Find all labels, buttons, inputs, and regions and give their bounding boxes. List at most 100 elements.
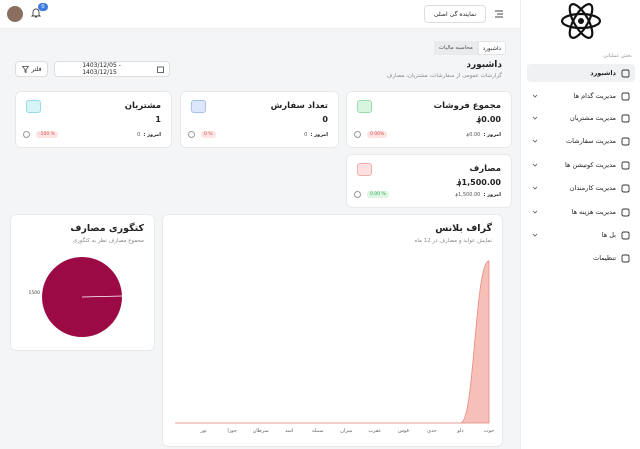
menu-item[interactable]: بل ها bbox=[527, 226, 635, 244]
stat-card: تعداد سفارش 0 0 % امروز :0 bbox=[180, 91, 339, 148]
stat-card: مصارف 1,500.00؋ 0.00 % امروز :1,500.00؋ bbox=[346, 154, 512, 208]
today: امروز :0.00؋ bbox=[466, 132, 501, 138]
card-title: مشتریان bbox=[124, 101, 161, 111]
menu-label: مدیریت هزینه ها bbox=[571, 208, 616, 216]
card-title: مصارف bbox=[469, 164, 501, 174]
chevron-shape bbox=[532, 139, 538, 143]
breadcrumb-item[interactable]: محاسبه مالیات bbox=[433, 41, 478, 55]
today: امروز :0 bbox=[137, 132, 161, 138]
menu-icon bbox=[621, 92, 630, 100]
menu-icon-shape bbox=[621, 137, 630, 145]
menu-item[interactable]: داشبورد bbox=[527, 64, 635, 82]
calendar-icon bbox=[157, 66, 164, 73]
card-badge: 0 % bbox=[201, 131, 216, 138]
card-title: تعداد سفارش bbox=[270, 101, 328, 111]
card-icon bbox=[26, 100, 41, 113]
menu-icon bbox=[621, 114, 630, 122]
menu-label: مدیریت مشتریان bbox=[570, 114, 616, 122]
info-icon bbox=[23, 131, 30, 138]
pie-card: کتگوری مصارف مجموع مصارف نظر به کتگوری bbox=[10, 214, 155, 351]
menu-icon-shape bbox=[621, 92, 630, 100]
menu-item[interactable]: مدیریت کارمندان bbox=[527, 179, 635, 197]
page-title: داشبورد bbox=[466, 60, 502, 70]
today-value: 1,500.00؋ bbox=[455, 192, 481, 198]
chevron bbox=[532, 139, 538, 143]
card-value: 1 bbox=[155, 115, 161, 124]
chevron bbox=[532, 116, 538, 120]
chart-title: گراف بلانس bbox=[435, 223, 492, 234]
section-label: بخش عملیاتی bbox=[603, 53, 632, 59]
info-icon bbox=[354, 191, 361, 198]
menu-icon bbox=[621, 69, 630, 77]
chart-title: کتگوری مصارف bbox=[70, 223, 144, 234]
menu-item[interactable]: مدیریت مشتریان bbox=[527, 109, 635, 127]
today: امروز :0 bbox=[304, 132, 328, 138]
chevron-shape bbox=[532, 210, 538, 214]
menu-icon-shape bbox=[621, 69, 630, 77]
chevron-shape bbox=[532, 233, 538, 237]
today-value: 0.00؋ bbox=[466, 132, 481, 138]
card-value: 1,500.00؋ bbox=[456, 178, 501, 187]
menu-icon-shape bbox=[621, 114, 630, 122]
card-icon bbox=[357, 163, 372, 176]
menu-icon-shape bbox=[621, 254, 630, 262]
menu-label: بل ها bbox=[601, 231, 616, 239]
menu-toggle[interactable] bbox=[494, 9, 504, 19]
sidebar: بخش عملیاتی داشبورد مدیریت گدام ها مدیریت … bbox=[520, 0, 640, 449]
card-title: مجموع فروشات bbox=[433, 101, 501, 111]
card-badge: -100 % bbox=[36, 131, 58, 138]
filter-label: فلتر bbox=[31, 65, 42, 73]
chevron bbox=[532, 94, 538, 98]
chevron bbox=[532, 233, 538, 237]
menu-icon bbox=[621, 161, 630, 169]
chevron-shape bbox=[532, 163, 538, 167]
card-value: 0.00؋ bbox=[476, 115, 501, 124]
chevron-shape bbox=[532, 94, 538, 98]
menu-icon-shape bbox=[621, 184, 630, 192]
filter-icon bbox=[21, 65, 29, 73]
menu-item[interactable]: مدیریت هزینه ها bbox=[527, 203, 635, 221]
filter-button[interactable]: فلتر bbox=[15, 61, 48, 77]
breadcrumb-item[interactable]: داشبورد bbox=[477, 41, 506, 55]
chart-subtitle: نمایش عواید و مصارف در 12 ماه bbox=[414, 238, 492, 244]
breadcrumb: داشبورد محاسبه مالیات bbox=[423, 41, 506, 55]
chart-subtitle: مجموع مصارف نظر به کتگوری bbox=[72, 238, 144, 244]
logo bbox=[560, 3, 602, 39]
menu-item[interactable]: تنظیمات bbox=[527, 249, 635, 267]
menu-label: مدیریت سفارشات bbox=[566, 137, 616, 145]
menu-icon bbox=[621, 254, 630, 262]
branch-button[interactable]: نماینده گی اصلی bbox=[424, 5, 486, 23]
page-subtitle: گزارشات عمومی از سفارشات، مشتریان، مصارف bbox=[386, 73, 502, 79]
card-icon bbox=[357, 100, 372, 113]
menu-item[interactable]: مدیریت گدام ها bbox=[527, 87, 635, 105]
info-icon bbox=[354, 131, 361, 138]
stat-card: مشتریان 1 -100 % امروز :0 bbox=[15, 91, 172, 148]
menu-label: مدیریت کارمندان bbox=[569, 184, 616, 192]
info-icon bbox=[188, 131, 195, 138]
avatar[interactable] bbox=[7, 6, 23, 22]
date-range-text: 1403/12/05 - 1403/12/15 bbox=[82, 62, 121, 76]
today: امروز :1,500.00؋ bbox=[455, 192, 501, 198]
menu-label: داشبورد bbox=[590, 69, 616, 77]
area-card: گراف بلانس نمایش عواید و مصارف در 12 ماه bbox=[162, 214, 503, 447]
menu-icon bbox=[621, 208, 630, 216]
menu-icon-shape bbox=[621, 208, 630, 216]
card-badge: 0.00% bbox=[367, 131, 388, 138]
card-badge: 0.00 % bbox=[367, 191, 389, 198]
card-icon bbox=[191, 100, 206, 113]
today-label: امروز : bbox=[143, 132, 161, 138]
menu-icon-shape bbox=[621, 231, 630, 239]
notification-badge: 0 bbox=[38, 3, 48, 11]
bell-icon[interactable] bbox=[30, 7, 42, 19]
menu-item[interactable]: مدیریت سفارشات bbox=[527, 132, 635, 150]
today-label: امروز : bbox=[483, 132, 501, 138]
menu-icon bbox=[621, 184, 630, 192]
date-range[interactable]: 1403/12/05 - 1403/12/15 bbox=[54, 61, 170, 77]
chevron-shape bbox=[532, 116, 538, 120]
menu-label: مدیریت کوتیشن ها bbox=[565, 161, 616, 169]
menu-item[interactable]: مدیریت کوتیشن ها bbox=[527, 156, 635, 174]
menu-icon bbox=[621, 137, 630, 145]
menu-label: تنظیمات bbox=[593, 254, 616, 262]
card-value: 0 bbox=[322, 115, 328, 124]
